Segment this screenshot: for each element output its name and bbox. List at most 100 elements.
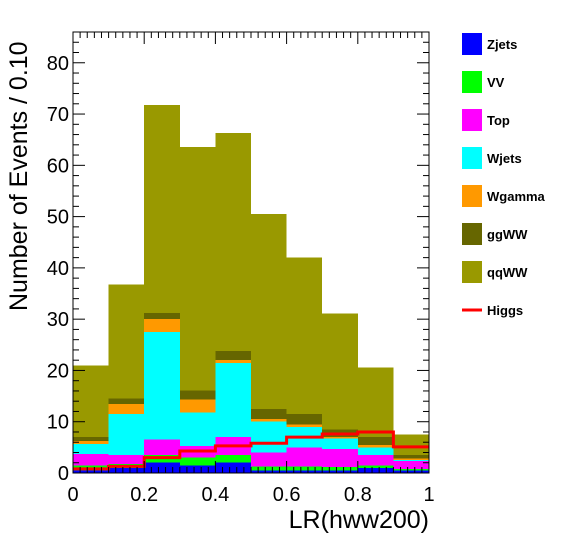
stacked-bars [73, 104, 429, 473]
bar-zjets-9 [393, 470, 429, 473]
bar-wgamma-4 [215, 360, 251, 363]
bar-zjets-5 [251, 470, 287, 473]
x-tick-label: 0.2 [130, 484, 158, 506]
bar-ggww-6 [286, 414, 323, 425]
legend-label: VV [487, 75, 505, 90]
bar-top-9 [393, 461, 429, 469]
x-axis-title: LR(hww200) [289, 506, 429, 534]
legend-item-zjets: Zjets [462, 33, 517, 55]
legend-swatch [462, 33, 482, 55]
legend-item-qqww: qqWW [462, 261, 528, 283]
legend-label: Zjets [487, 37, 517, 52]
legend-label: Wgamma [487, 189, 546, 204]
bar-top-7 [322, 448, 358, 467]
bar-top-2 [144, 439, 180, 456]
bar-wjets-4 [215, 362, 251, 438]
legend-label: ggWW [487, 227, 528, 242]
bar-wjets-2 [144, 331, 180, 440]
bar-qqww-1 [108, 284, 145, 399]
bar-vv-8 [357, 465, 394, 468]
bar-wjets-8 [357, 447, 394, 456]
legend-item-wgamma: Wgamma [462, 185, 546, 207]
bar-qqww-7 [322, 313, 358, 430]
legend-label: Top [487, 113, 510, 128]
bar-wgamma-0 [73, 441, 109, 444]
y-tick-label: 20 [47, 360, 69, 382]
bar-wjets-7 [322, 438, 358, 449]
y-tick-label: 30 [47, 309, 69, 331]
y-tick-label: 60 [47, 155, 69, 177]
bar-wjets-3 [179, 412, 216, 446]
bar-wjets-9 [393, 460, 429, 462]
bar-ggww-2 [144, 313, 180, 320]
bar-ggww-5 [251, 408, 287, 420]
bar-zjets-1 [108, 467, 145, 473]
bar-wgamma-1 [108, 403, 145, 415]
bar-top-5 [251, 452, 287, 467]
y-axis-title: Number of Events / 0.10 [5, 41, 33, 311]
bar-zjets-3 [179, 465, 216, 473]
legend-swatch [462, 71, 482, 93]
bar-vv-5 [251, 466, 287, 471]
bar-zjets-4 [215, 462, 251, 473]
legend-item-ggww: ggWW [462, 223, 528, 245]
x-tick-label: 0.6 [273, 484, 301, 506]
legend-item-higgs: Higgs [462, 303, 523, 318]
bar-ggww-9 [393, 455, 429, 459]
bar-wgamma-3 [179, 399, 216, 413]
bar-zjets-2 [144, 462, 180, 473]
bar-zjets-8 [357, 467, 394, 473]
bar-ggww-0 [73, 437, 109, 442]
bar-top-1 [108, 455, 145, 464]
bar-wjets-1 [108, 414, 145, 456]
legend-swatch [462, 109, 482, 131]
legend-item-top: Top [462, 109, 510, 131]
bar-ggww-1 [108, 398, 145, 404]
bar-zjets-6 [286, 470, 323, 473]
bar-vv-9 [393, 468, 429, 471]
x-tick-label: 0.4 [201, 484, 229, 506]
bar-qqww-5 [251, 214, 287, 409]
bar-wgamma-5 [251, 419, 287, 422]
bar-top-0 [73, 454, 109, 466]
legend: Zjets VV Top Wjets Wgamma ggWW qqWW Higgs [462, 33, 546, 318]
y-tick-label: 50 [47, 207, 69, 229]
bar-qqww-3 [179, 146, 216, 391]
y-tick-label: 80 [47, 53, 69, 75]
bar-vv-3 [179, 457, 216, 466]
bar-wgamma-8 [357, 444, 394, 448]
bar-ggww-4 [215, 350, 251, 361]
x-tick-label: 0 [67, 484, 78, 506]
y-tick-label: 10 [47, 412, 69, 434]
legend-label: Higgs [487, 303, 523, 318]
bar-wgamma-6 [286, 424, 323, 427]
legend-swatch [462, 185, 482, 207]
legend-label: Wjets [487, 151, 522, 166]
y-tick-label: 40 [47, 258, 69, 280]
bar-top-6 [286, 447, 323, 467]
x-tick-label: 1 [423, 484, 434, 506]
legend-item-wjets: Wjets [462, 147, 522, 169]
legend-item-vv: VV [462, 71, 505, 93]
legend-swatch [462, 147, 482, 169]
x-tick-label: 0.8 [344, 484, 372, 506]
bar-qqww-8 [357, 367, 394, 438]
bar-qqww-4 [215, 133, 251, 351]
bar-qqww-6 [286, 257, 323, 415]
bar-zjets-7 [322, 470, 358, 473]
y-tick-label: 0 [58, 463, 69, 485]
legend-swatch [462, 261, 482, 283]
legend-label: qqWW [487, 265, 528, 280]
bar-zjets-0 [73, 470, 109, 473]
bar-vv-7 [322, 466, 358, 471]
legend-swatch [462, 223, 482, 245]
bar-top-8 [357, 455, 394, 466]
bar-ggww-8 [357, 437, 394, 445]
bar-wgamma-9 [393, 458, 429, 461]
y-tick-label: 70 [47, 104, 69, 126]
bar-wjets-0 [73, 443, 109, 455]
bar-vv-6 [286, 466, 323, 471]
axes: 0 10 20 30 40 50 60 70 80 0 0.2 0.4 0.6 0.8 1 [47, 31, 435, 506]
bar-wjets-5 [251, 421, 287, 453]
